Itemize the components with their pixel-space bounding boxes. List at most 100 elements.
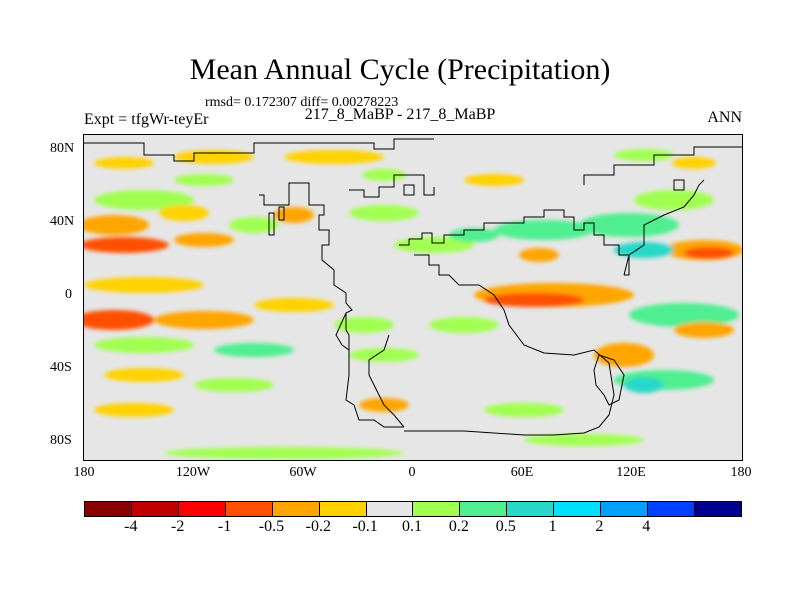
contour-patch	[94, 403, 174, 417]
contour-patch	[254, 298, 334, 312]
contour-patch	[274, 207, 314, 223]
siberia-north-coast	[583, 146, 742, 185]
colorbar-swatch-6	[366, 502, 414, 516]
contour-patch	[84, 277, 204, 293]
contour-patch	[174, 150, 254, 164]
contour-fill-layer	[84, 149, 742, 459]
contour-patch	[174, 174, 234, 186]
plot-title: Mean Annual Cycle (Precipitation)	[189, 53, 611, 86]
colorbar-swatch-5	[319, 502, 367, 516]
contour-patch	[394, 237, 474, 253]
africa-antarctic-outline	[404, 254, 615, 436]
colorbar-label: -2	[171, 518, 185, 535]
contour-patch	[429, 317, 499, 333]
contour-patch	[624, 377, 664, 393]
colorbar-label: 0.1	[402, 518, 422, 535]
arctic-islands-outline	[349, 174, 435, 198]
lat-tick-80n: 80N	[50, 141, 75, 156]
americas-coastline	[259, 182, 404, 428]
continent-outlines	[84, 138, 742, 436]
colorbar-swatch-11	[601, 502, 649, 516]
colorbar-swatch-3	[225, 502, 273, 516]
contour-patch	[94, 157, 154, 169]
lat-tick-40s: 40S	[50, 360, 72, 375]
lat-tick-40n: 40N	[50, 214, 75, 229]
south-america-west-coast	[345, 313, 350, 350]
contour-patch	[94, 337, 194, 353]
contour-patch	[164, 447, 404, 459]
colorbar-swatch-10	[554, 502, 602, 516]
australia-outline	[593, 354, 625, 406]
lon-tick-180e: 180	[730, 465, 752, 480]
contour-patch	[614, 149, 674, 161]
lon-tick-120e: 120E	[616, 465, 646, 480]
colorbar-swatch-13	[694, 502, 741, 516]
contour-patch	[154, 311, 254, 329]
lon-tick-60w: 60W	[289, 465, 317, 480]
contour-patch	[674, 322, 734, 338]
season-label: ANN	[707, 109, 742, 126]
island-outline	[673, 179, 685, 191]
colorbar-swatch-7	[413, 502, 461, 516]
island-outline	[403, 184, 415, 196]
colorbar	[84, 501, 742, 517]
contour-patch	[464, 174, 524, 186]
colorbar-swatch-1	[131, 502, 179, 516]
colorbar-label: 2	[595, 518, 604, 535]
colorbar-label: -1	[217, 518, 232, 535]
map-background	[84, 135, 742, 460]
lon-tick-0: 0	[408, 465, 416, 480]
contour-patch	[672, 157, 716, 169]
contour-patch	[494, 220, 594, 240]
eurasia-coastline	[399, 209, 630, 276]
colorbar-swatch-9	[507, 502, 555, 516]
contour-patch	[229, 217, 279, 233]
colorbar-label: 1	[548, 518, 557, 535]
colorbar-swatch-12	[648, 502, 695, 516]
island-outline	[278, 206, 285, 221]
colorbar-label: -0.5	[258, 518, 285, 535]
contour-patch	[362, 169, 406, 181]
contour-patch	[579, 213, 679, 237]
contour-patch	[519, 248, 559, 262]
contour-patch	[349, 205, 419, 221]
colorbar-swatch-2	[178, 502, 226, 516]
lat-tick-0: 0	[65, 287, 72, 302]
contour-patch	[94, 190, 194, 210]
colorbar-swatch-8	[460, 502, 508, 516]
contour-patch	[84, 310, 154, 330]
north-coastline	[84, 138, 434, 162]
contour-patch	[614, 242, 674, 258]
south-america-east-coast	[368, 334, 405, 428]
colorbar-label: -4	[124, 518, 138, 535]
contour-patch	[449, 228, 499, 242]
contour-patch	[594, 343, 654, 367]
east-asia-coastline	[623, 179, 705, 276]
contour-patch	[484, 403, 564, 417]
colorbar-label: 0.2	[448, 518, 469, 535]
lon-tick-180w: 180	[73, 465, 95, 480]
contour-patch	[334, 317, 394, 333]
contour-patch	[634, 190, 714, 210]
lon-tick-120w: 120W	[175, 465, 211, 480]
lon-tick-60e: 60E	[510, 465, 534, 480]
colorbar-label: -0.2	[305, 518, 331, 535]
comparison-label: 217_8_MaBP - 217_8_MaBP	[304, 106, 496, 123]
contour-patch	[284, 150, 384, 164]
contour-patch	[84, 237, 169, 253]
contour-patch	[159, 205, 209, 221]
precipitation-difference-map	[83, 134, 743, 461]
contour-patch	[684, 247, 734, 259]
colorbar-label: 4	[642, 518, 651, 535]
contour-patch	[349, 348, 419, 362]
rmsd-diff-stats: rmsd= 0.172307 diff= 0.00278223	[205, 95, 399, 110]
colorbar-swatch-4	[272, 502, 320, 516]
colorbar-label: -0.1	[352, 518, 378, 535]
lat-tick-80s: 80S	[50, 433, 72, 448]
island-outline	[268, 212, 275, 236]
colorbar-label: 0.5	[495, 518, 516, 535]
contour-patch	[194, 378, 274, 392]
colorbar-swatch-0	[85, 502, 132, 516]
experiment-label: Expt = tfgWr-teyEr	[84, 111, 209, 128]
contour-patch	[484, 293, 584, 307]
